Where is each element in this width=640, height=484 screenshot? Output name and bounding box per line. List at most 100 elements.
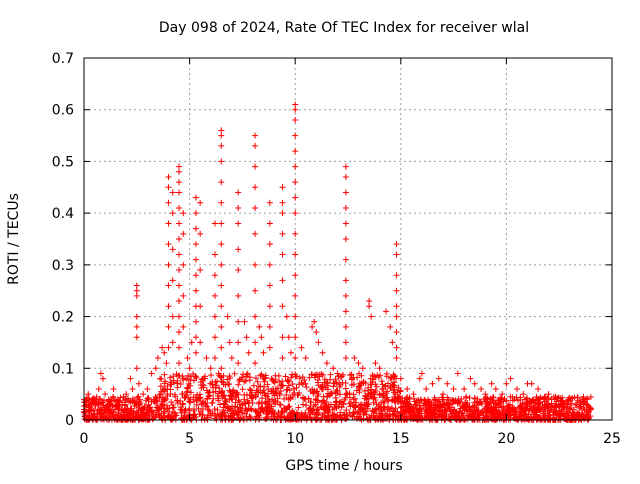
data-point — [299, 374, 306, 381]
data-point — [192, 334, 199, 341]
data-point — [252, 360, 259, 367]
data-point — [547, 416, 554, 423]
data-point — [340, 400, 347, 407]
data-point — [333, 398, 340, 405]
y-tick-label: 0.1 — [52, 361, 74, 377]
y-tick-label: 0 — [65, 413, 74, 429]
data-point — [228, 392, 235, 399]
data-point — [236, 377, 243, 384]
data-point — [235, 246, 242, 253]
data-point — [144, 385, 151, 392]
data-point — [129, 385, 136, 392]
data-point — [279, 303, 286, 310]
data-point — [192, 287, 199, 294]
data-point — [211, 272, 218, 279]
data-point — [587, 406, 594, 413]
data-point — [196, 395, 203, 402]
chart-title: Day 098 of 2024, Rate Of TEC Index for r… — [159, 20, 529, 36]
data-point — [536, 414, 543, 421]
data-point — [176, 236, 183, 242]
data-point — [268, 375, 275, 382]
data-point — [327, 371, 334, 378]
data-point — [153, 404, 160, 411]
data-point — [157, 383, 164, 390]
data-point — [383, 390, 390, 397]
data-point — [252, 287, 259, 294]
data-point — [342, 339, 349, 346]
data-point — [411, 398, 418, 405]
data-point — [336, 391, 343, 398]
data-point — [176, 282, 183, 289]
data-point — [466, 403, 473, 410]
data-point — [198, 384, 205, 391]
data-point — [505, 402, 512, 409]
data-point — [499, 391, 506, 398]
data-point — [215, 390, 222, 397]
data-point — [119, 401, 126, 408]
data-point — [308, 408, 315, 415]
data-point — [463, 404, 470, 411]
data-point — [211, 251, 218, 258]
data-point — [140, 412, 147, 419]
data-point — [555, 394, 562, 401]
data-point — [289, 381, 296, 388]
data-point — [248, 406, 255, 413]
data-point — [342, 220, 349, 227]
data-point — [545, 391, 552, 398]
data-point — [343, 390, 350, 397]
data-point — [441, 409, 448, 416]
data-point — [372, 387, 379, 394]
data-point — [533, 411, 540, 418]
data-point — [246, 392, 253, 399]
data-point — [157, 391, 164, 398]
data-point — [272, 397, 279, 404]
data-point — [133, 334, 140, 341]
data-point — [159, 386, 166, 393]
data-point — [176, 298, 183, 305]
data-point — [380, 386, 387, 393]
data-point — [337, 399, 344, 406]
data-point — [387, 385, 394, 392]
data-point — [292, 101, 299, 108]
data-point — [221, 392, 228, 399]
data-point — [226, 396, 233, 403]
data-point — [211, 220, 218, 227]
data-point — [239, 386, 246, 393]
data-point — [135, 393, 142, 400]
data-point — [214, 392, 221, 399]
data-point — [289, 408, 296, 415]
data-point — [523, 400, 530, 407]
data-point — [169, 313, 176, 320]
data-point — [217, 401, 224, 408]
data-point — [319, 386, 326, 393]
data-point — [348, 371, 355, 378]
data-point — [164, 386, 171, 393]
data-point — [309, 409, 316, 416]
data-point — [358, 372, 365, 379]
data-point — [264, 381, 271, 388]
data-point — [287, 349, 294, 356]
data-point — [312, 374, 319, 381]
data-point — [571, 394, 578, 401]
data-point — [332, 394, 339, 401]
data-point — [350, 391, 357, 398]
data-point — [197, 267, 204, 274]
data-point — [279, 277, 286, 284]
data-point — [165, 241, 172, 248]
data-point — [156, 391, 163, 398]
data-point — [90, 411, 97, 418]
data-point — [197, 230, 204, 237]
data-point — [124, 395, 131, 402]
data-point — [226, 387, 233, 394]
data-point — [140, 391, 147, 398]
data-point — [393, 287, 400, 294]
data-point — [184, 354, 191, 361]
data-point — [134, 409, 141, 416]
data-point — [338, 404, 345, 411]
data-point — [376, 391, 383, 398]
data-point — [123, 391, 130, 398]
data-point — [321, 376, 328, 383]
data-point — [214, 406, 221, 413]
data-point — [211, 410, 218, 417]
